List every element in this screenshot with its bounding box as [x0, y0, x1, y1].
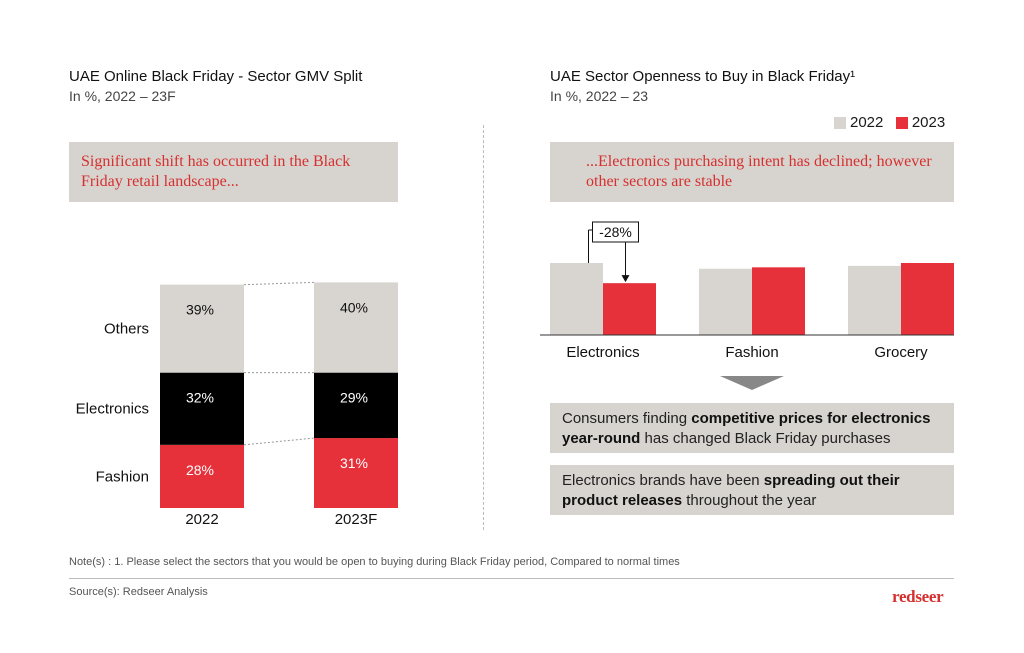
insight-2-bold: spreading out their product releases	[562, 472, 900, 509]
grouped-bar-chart: Electronics Fashion Grocery -28%	[540, 221, 954, 361]
data-label-electronics-2023f: 29%	[340, 390, 368, 406]
insight-box-2: Electronics brands have been spreading o…	[550, 465, 954, 515]
right-chart-title: UAE Sector Openness to Buy in Black Frid…	[550, 68, 856, 85]
series-label-electronics: Electronics	[76, 401, 149, 418]
connector-line	[243, 437, 315, 446]
bar-grocery-2022	[848, 265, 901, 335]
right-callout: ...Electronics purchasing intent has dec…	[550, 142, 954, 202]
insight-2-text: Electronics brands have been	[562, 472, 764, 489]
series-label-others: Others	[104, 321, 149, 338]
footer-rule	[69, 578, 954, 579]
bar-fashion-2022	[160, 444, 244, 508]
insight-box-1: Consumers finding competitive prices for…	[550, 403, 954, 453]
data-label-others-2023f: 40%	[340, 299, 368, 315]
annotation-arrow-head	[621, 275, 630, 283]
bar-fashion-2023	[752, 267, 805, 335]
legend-label-2023: 2023	[911, 114, 946, 132]
bar-electronics-2023f	[314, 372, 398, 439]
legend: 2022 2023	[834, 114, 953, 132]
connector-line	[243, 281, 315, 286]
left-callout-text: Significant shift has occurred in the Bl…	[81, 153, 351, 190]
redseer-logo: redseer	[892, 587, 944, 606]
legend-label-2022: 2022	[850, 114, 884, 132]
annotation-label: -28%	[599, 224, 632, 240]
insight-1-bold: competitive prices for electronics year-…	[562, 410, 931, 447]
annotation-box	[592, 221, 639, 243]
bar-others-2022	[160, 284, 244, 373]
insight-2-text-end: throughout the year	[682, 492, 817, 509]
data-label-electronics-2022: 32%	[186, 390, 214, 406]
x-tick-2022: 2022	[185, 511, 218, 528]
bar-electronics-2022	[160, 372, 244, 445]
left-chart-subtitle: In %, 2022 – 23F	[69, 88, 176, 104]
x-tick-electronics: Electronics	[566, 344, 639, 361]
bar-others-2023f	[314, 282, 398, 373]
series-label-fashion: Fashion	[96, 468, 149, 485]
insight-1-text-end: has changed Black Friday purchases	[640, 430, 891, 447]
legend-swatch-2022	[834, 116, 846, 129]
bar-electronics-2022	[550, 263, 603, 335]
data-label-others-2022: 39%	[186, 302, 214, 318]
right-callout-text: ...Electronics purchasing intent has dec…	[586, 153, 932, 190]
down-arrow-icon	[720, 376, 784, 390]
x-tick-fashion: Fashion	[725, 344, 778, 361]
legend-swatch-2023	[895, 116, 908, 129]
bar-electronics-2023	[603, 283, 656, 335]
insight-1-text: Consumers finding	[562, 410, 692, 427]
footnote: Note(s) : 1. Please select the sectors t…	[69, 556, 680, 568]
stacked-bar-chart: 28% 32% 39% 2022 31% 29% 40% 2023F Fashion Electr…	[76, 281, 398, 528]
source-note: Source(s): Redseer Analysis	[69, 586, 208, 598]
x-tick-2023f: 2023F	[335, 511, 378, 528]
x-tick-grocery: Grocery	[874, 344, 928, 361]
bar-grocery-2023	[901, 263, 954, 335]
right-chart-subtitle: In %, 2022 – 23	[550, 88, 649, 104]
data-label-fashion-2023f: 31%	[340, 455, 368, 471]
left-callout: Significant shift has occurred in the Bl…	[69, 142, 398, 202]
data-label-fashion-2022: 28%	[186, 462, 214, 478]
panel-divider	[483, 125, 484, 530]
bar-fashion-2023f	[314, 438, 398, 508]
left-chart-title: UAE Online Black Friday - Sector GMV Spl…	[69, 68, 363, 85]
bar-fashion-2022	[699, 268, 752, 335]
